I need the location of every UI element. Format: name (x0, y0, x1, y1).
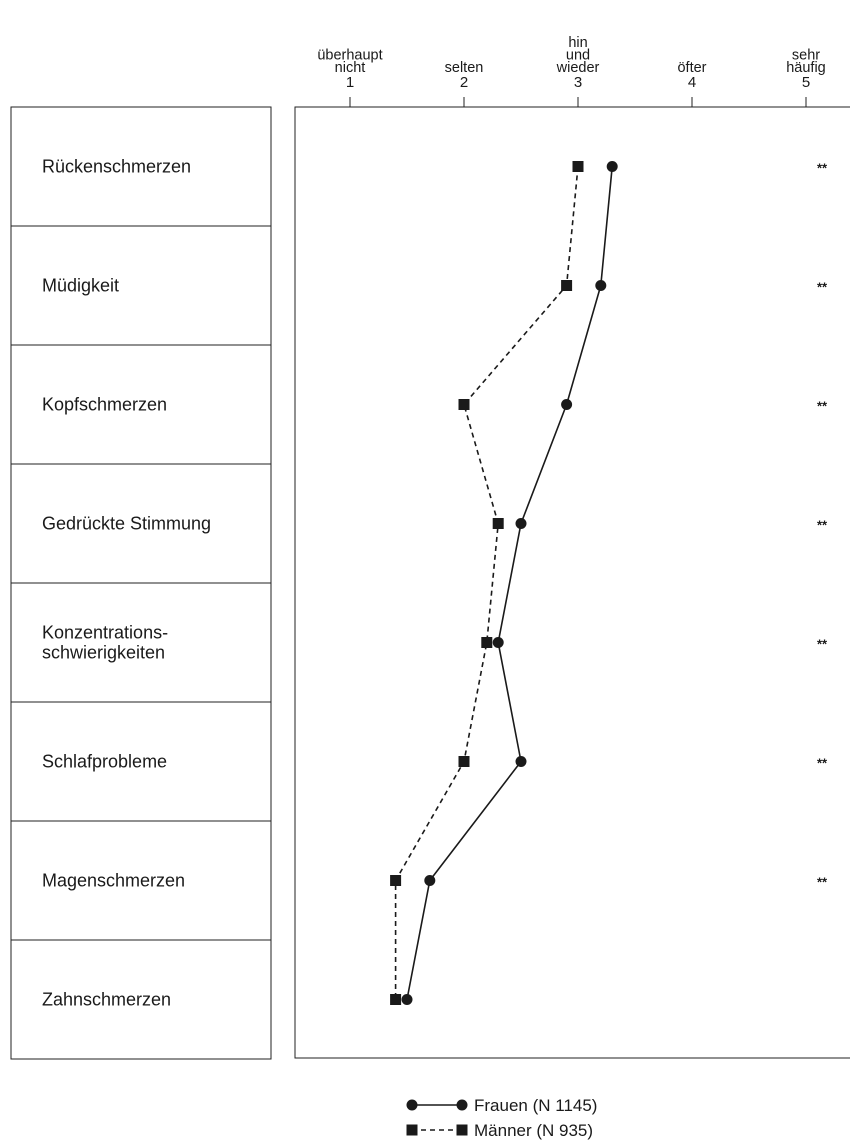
significance-marker: ** (817, 756, 828, 771)
data-point-maenner (459, 399, 470, 410)
scale-label-4-line-0: öfter (677, 60, 706, 76)
data-point-maenner (493, 518, 504, 529)
scale-number-5: 5 (802, 74, 810, 91)
series-markers (390, 161, 618, 1005)
data-point-maenner (481, 637, 492, 648)
data-point-maenner (561, 280, 572, 291)
data-point-frauen (516, 518, 527, 529)
legend: Frauen (N 1145) Männer (N 935) (407, 1096, 598, 1140)
data-point-frauen (402, 994, 413, 1005)
scale-label-5-line-1: häufig (786, 60, 826, 76)
data-point-frauen (607, 161, 618, 172)
significance-markers: ** ** ** ** ** ** ** (817, 161, 828, 890)
category-label: Müdigkeit (42, 276, 119, 296)
series-lines (396, 167, 613, 1000)
scale-number-3: 3 (574, 74, 582, 91)
data-point-frauen (595, 280, 606, 291)
legend-marker-circle (457, 1100, 468, 1111)
category-label: Magenschmerzen (42, 871, 185, 891)
category-label: Gedrückte Stimmung (42, 514, 211, 534)
significance-marker: ** (817, 518, 828, 533)
scale-label-2-line-0: selten (445, 60, 484, 76)
scale-label-1-line-1: nicht (335, 60, 366, 76)
scale-number-2: 2 (460, 74, 468, 91)
category-label: Schlafprobleme (42, 752, 167, 772)
scale-number-1: 1 (346, 74, 354, 91)
plot-area-frame (295, 107, 850, 1058)
legend-label-0: Frauen (N 1145) (474, 1096, 597, 1115)
data-point-frauen (493, 637, 504, 648)
data-point-maenner (459, 756, 470, 767)
scale-header: 1überhauptnicht2selten3hinundwieder4öfte… (317, 35, 825, 107)
significance-marker: ** (817, 280, 828, 295)
category-label-panel: Rückenschmerzen Müdigkeit Kopfschmerzen Ged… (11, 107, 271, 1059)
legend-marker-circle (407, 1100, 418, 1111)
category-label: Konzentrations- (42, 623, 168, 643)
significance-marker: ** (817, 875, 828, 890)
significance-marker: ** (817, 399, 828, 414)
series-line-frauen (407, 167, 612, 1000)
legend-label-1: Männer (N 935) (474, 1121, 593, 1140)
data-point-frauen (561, 399, 572, 410)
data-point-frauen (516, 756, 527, 767)
significance-marker: ** (817, 637, 828, 652)
data-point-maenner (390, 875, 401, 886)
scale-label-3-line-2: wieder (556, 60, 600, 76)
series-line-maenner (396, 167, 578, 1000)
legend-marker-square (457, 1125, 468, 1136)
category-label: schwierigkeiten (42, 643, 165, 663)
legend-marker-square (407, 1125, 418, 1136)
significance-marker: ** (817, 161, 828, 176)
data-point-maenner (390, 994, 401, 1005)
data-point-frauen (424, 875, 435, 886)
category-label: Rückenschmerzen (42, 157, 191, 177)
category-label: Zahnschmerzen (42, 990, 171, 1010)
scale-number-4: 4 (688, 74, 696, 91)
data-point-maenner (573, 161, 584, 172)
category-label: Kopfschmerzen (42, 395, 167, 415)
